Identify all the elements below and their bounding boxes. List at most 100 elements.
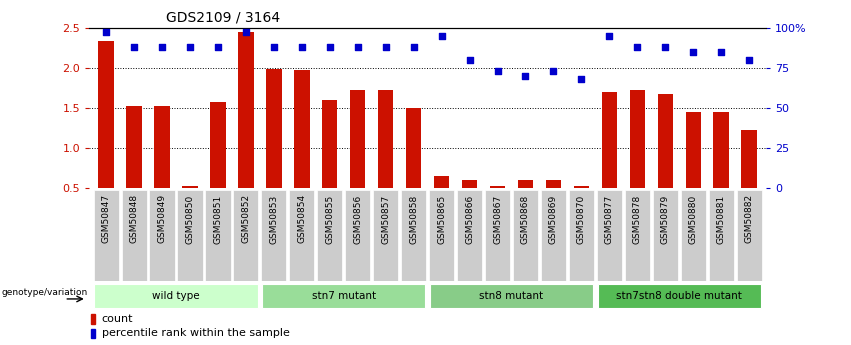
Bar bbox=[322, 100, 338, 228]
Text: GSM50852: GSM50852 bbox=[242, 194, 250, 244]
Text: GSM50865: GSM50865 bbox=[437, 194, 446, 244]
FancyBboxPatch shape bbox=[150, 190, 174, 281]
Point bbox=[687, 49, 700, 55]
FancyBboxPatch shape bbox=[681, 190, 705, 281]
Bar bbox=[545, 180, 561, 228]
FancyBboxPatch shape bbox=[205, 190, 231, 281]
Point bbox=[742, 57, 756, 62]
FancyBboxPatch shape bbox=[289, 190, 314, 281]
Bar bbox=[713, 112, 728, 228]
FancyBboxPatch shape bbox=[122, 190, 146, 281]
Bar bbox=[99, 41, 114, 228]
Bar bbox=[574, 186, 589, 228]
FancyBboxPatch shape bbox=[262, 284, 426, 308]
Text: GSM50848: GSM50848 bbox=[129, 194, 139, 244]
Bar bbox=[350, 90, 365, 228]
Text: stn7stn8 double mutant: stn7stn8 double mutant bbox=[616, 291, 742, 301]
Text: GSM50878: GSM50878 bbox=[633, 194, 642, 244]
FancyBboxPatch shape bbox=[373, 190, 398, 281]
Text: GSM50867: GSM50867 bbox=[493, 194, 502, 244]
Text: GSM50858: GSM50858 bbox=[409, 194, 418, 244]
Bar bbox=[462, 180, 477, 228]
Point bbox=[659, 44, 672, 50]
Bar bbox=[406, 108, 421, 228]
Bar bbox=[686, 112, 701, 228]
Text: GSM50856: GSM50856 bbox=[353, 194, 363, 244]
FancyBboxPatch shape bbox=[401, 190, 426, 281]
Text: wild type: wild type bbox=[152, 291, 200, 301]
FancyBboxPatch shape bbox=[430, 284, 593, 308]
FancyBboxPatch shape bbox=[485, 190, 510, 281]
Text: GSM50854: GSM50854 bbox=[297, 194, 306, 244]
Bar bbox=[266, 69, 282, 228]
Point bbox=[323, 44, 337, 50]
Bar bbox=[378, 90, 393, 228]
FancyBboxPatch shape bbox=[94, 284, 258, 308]
Text: GSM50880: GSM50880 bbox=[688, 194, 698, 244]
Point bbox=[603, 33, 616, 38]
Text: GSM50869: GSM50869 bbox=[549, 194, 558, 244]
FancyBboxPatch shape bbox=[625, 190, 650, 281]
Point bbox=[295, 44, 309, 50]
Point bbox=[546, 68, 560, 74]
Text: GSM50847: GSM50847 bbox=[101, 194, 111, 244]
Text: GSM50877: GSM50877 bbox=[605, 194, 614, 244]
FancyBboxPatch shape bbox=[597, 190, 622, 281]
FancyBboxPatch shape bbox=[709, 190, 734, 281]
FancyBboxPatch shape bbox=[597, 284, 761, 308]
Point bbox=[491, 68, 505, 74]
FancyBboxPatch shape bbox=[233, 190, 259, 281]
Bar bbox=[658, 94, 673, 228]
FancyBboxPatch shape bbox=[261, 190, 287, 281]
Text: GSM50851: GSM50851 bbox=[214, 194, 222, 244]
Point bbox=[211, 44, 225, 50]
Bar bbox=[210, 102, 226, 228]
Bar bbox=[741, 130, 757, 228]
Text: GSM50857: GSM50857 bbox=[381, 194, 391, 244]
Text: percentile rank within the sample: percentile rank within the sample bbox=[101, 328, 289, 338]
Point bbox=[351, 44, 364, 50]
Point bbox=[407, 44, 420, 50]
Bar bbox=[434, 176, 449, 228]
Text: stn8 mutant: stn8 mutant bbox=[479, 291, 544, 301]
Bar bbox=[294, 70, 310, 228]
Text: GSM50850: GSM50850 bbox=[186, 194, 195, 244]
Point bbox=[518, 73, 532, 78]
Text: GSM50870: GSM50870 bbox=[577, 194, 585, 244]
FancyBboxPatch shape bbox=[513, 190, 538, 281]
Point bbox=[463, 57, 477, 62]
Bar bbox=[602, 92, 617, 228]
FancyBboxPatch shape bbox=[94, 190, 118, 281]
FancyBboxPatch shape bbox=[429, 190, 454, 281]
Bar bbox=[127, 106, 142, 228]
Point bbox=[574, 76, 588, 82]
Bar bbox=[154, 106, 169, 228]
Text: GDS2109 / 3164: GDS2109 / 3164 bbox=[166, 10, 280, 24]
Text: GSM50868: GSM50868 bbox=[521, 194, 530, 244]
Point bbox=[631, 44, 644, 50]
Bar bbox=[91, 328, 95, 338]
Bar bbox=[91, 314, 95, 324]
Text: GSM50882: GSM50882 bbox=[745, 194, 754, 244]
Point bbox=[435, 33, 448, 38]
FancyBboxPatch shape bbox=[568, 190, 594, 281]
FancyBboxPatch shape bbox=[737, 190, 762, 281]
Point bbox=[128, 44, 141, 50]
Text: genotype/variation: genotype/variation bbox=[2, 288, 88, 297]
Text: count: count bbox=[101, 314, 133, 324]
Bar bbox=[630, 90, 645, 228]
Bar bbox=[490, 186, 505, 228]
Point bbox=[183, 44, 197, 50]
Point bbox=[155, 44, 168, 50]
Text: GSM50853: GSM50853 bbox=[270, 194, 278, 244]
Bar bbox=[517, 180, 534, 228]
Point bbox=[267, 44, 281, 50]
Bar bbox=[182, 186, 197, 228]
Text: GSM50855: GSM50855 bbox=[325, 194, 334, 244]
FancyBboxPatch shape bbox=[317, 190, 342, 281]
Text: GSM50866: GSM50866 bbox=[465, 194, 474, 244]
Point bbox=[714, 49, 728, 55]
Text: stn7 mutant: stn7 mutant bbox=[311, 291, 376, 301]
Point bbox=[379, 44, 392, 50]
FancyBboxPatch shape bbox=[457, 190, 483, 281]
